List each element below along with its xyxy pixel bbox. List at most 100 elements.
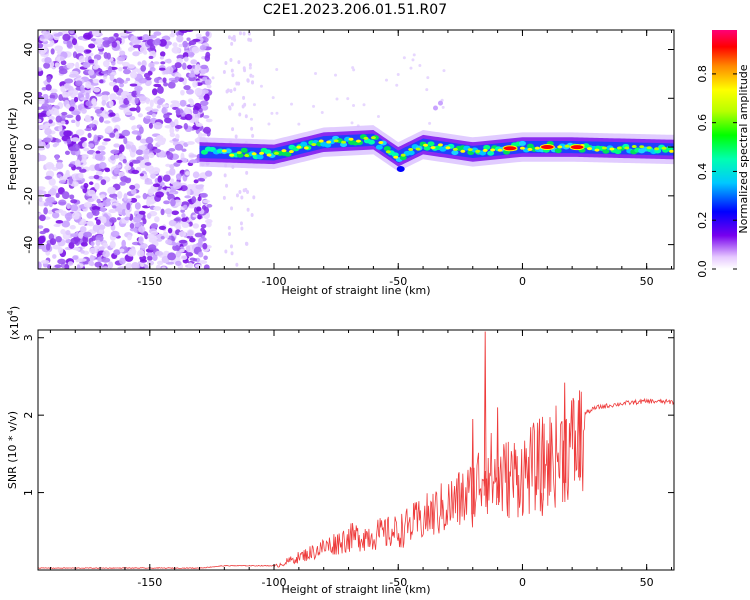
noise-blob [129, 222, 135, 229]
noise-blob [152, 183, 161, 188]
noise-blob [437, 100, 443, 106]
noise-blob [249, 117, 253, 121]
signal-blob [423, 143, 429, 147]
noise-blob [119, 32, 128, 37]
snr-plot: -150 -100 -50 0 50 1 2 3 Height of straight lin… [6, 306, 675, 596]
noise-blob [39, 214, 46, 222]
noise-blob [43, 207, 48, 215]
noise-blob [113, 143, 120, 148]
noise-blob [52, 143, 58, 148]
noise-blob [132, 51, 140, 57]
noise-blob [123, 80, 128, 84]
noise-blob [134, 210, 140, 214]
noise-blob [175, 260, 182, 266]
noise-blob [90, 241, 95, 247]
signal-blob [229, 153, 235, 157]
noise-blob [88, 123, 95, 128]
noise-blob [163, 174, 171, 182]
noise-blob [442, 69, 446, 73]
noise-blob [59, 56, 65, 62]
noise-blob [148, 244, 157, 251]
noise-blob [188, 154, 198, 158]
noise-blob [60, 120, 66, 125]
noise-blob [186, 88, 194, 95]
noise-blob [146, 39, 155, 46]
noise-blob [68, 163, 75, 168]
noise-blob [168, 148, 176, 152]
noise-blob [159, 56, 164, 60]
noise-blob [138, 126, 144, 135]
signal-blob [669, 149, 674, 153]
noise-blob [169, 126, 175, 135]
noise-blob [114, 131, 120, 140]
noise-blob [118, 135, 125, 139]
noise-blob [201, 204, 207, 210]
noise-blob [66, 138, 72, 145]
noise-blob [189, 237, 196, 243]
noise-blob [233, 87, 237, 92]
colorbar-tick-label: 0.0 [696, 260, 709, 278]
noise-blob [167, 252, 177, 261]
noise-blob [230, 41, 234, 46]
signal-blob [236, 151, 242, 155]
noise-blob [171, 46, 181, 54]
noise-blob [129, 70, 138, 79]
noise-blob [157, 85, 164, 94]
noise-blob [169, 168, 176, 176]
noise-blob [75, 119, 80, 128]
noise-blob [402, 56, 406, 60]
noise-blob [92, 78, 100, 84]
noise-blob [148, 122, 153, 129]
noise-blob [71, 119, 76, 123]
signal-blob [497, 148, 503, 152]
noise-blob [38, 140, 44, 148]
noise-blob [125, 77, 131, 82]
noise-blob [146, 111, 154, 116]
noise-blob [425, 88, 429, 92]
noise-blob [185, 245, 191, 252]
noise-blob [183, 85, 191, 91]
noise-blob [89, 254, 95, 262]
noise-blob [155, 191, 164, 198]
noise-blob [83, 231, 92, 238]
noise-blob [131, 262, 140, 269]
noise-blob [75, 247, 81, 251]
noise-blob [235, 262, 239, 267]
signal-blob [296, 145, 302, 149]
noise-blob [195, 184, 204, 190]
signal-blob [407, 150, 415, 156]
signal-blob [646, 146, 652, 150]
noise-blob [170, 100, 180, 104]
noise-blob [64, 119, 69, 125]
signal-blob [445, 146, 451, 150]
noise-blob [183, 122, 189, 130]
noise-blob [245, 241, 249, 246]
noise-blob [187, 64, 193, 70]
snr-series-line [38, 391, 674, 569]
signal-peak [569, 144, 585, 151]
noise-blob [202, 242, 208, 250]
noise-blob [112, 205, 117, 209]
signal-blob [631, 145, 637, 149]
noise-blob [157, 99, 164, 106]
noise-blob [121, 239, 126, 248]
noise-blob [396, 72, 400, 76]
noise-blob [65, 169, 70, 176]
noise-blob [134, 202, 141, 210]
noise-blob [223, 173, 227, 178]
noise-blob [44, 57, 52, 64]
noise-blob [157, 139, 166, 146]
noise-blob [54, 210, 63, 214]
noise-blob [205, 118, 213, 123]
noise-blob [188, 159, 198, 164]
noise-blob [153, 148, 162, 153]
noise-blob [80, 137, 88, 142]
noise-blob [93, 58, 98, 66]
noise-blob [75, 61, 80, 70]
noise-blob [181, 212, 186, 219]
noise-blob [60, 229, 66, 235]
noise-blob [197, 177, 205, 182]
noise-blob [193, 258, 198, 262]
signal-blob [483, 144, 491, 150]
noise-blob [88, 43, 96, 49]
